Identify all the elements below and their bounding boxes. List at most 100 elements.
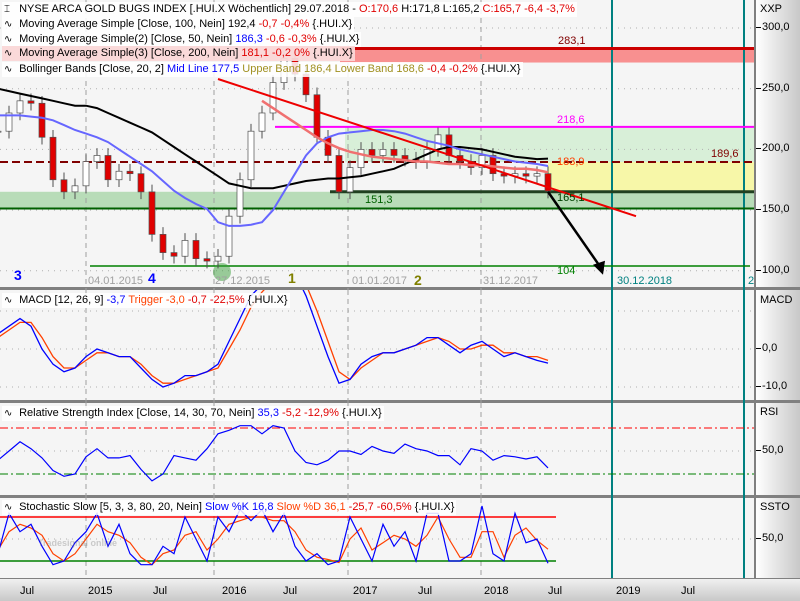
resistance-band [340,48,754,63]
arrow-head-icon [593,260,605,275]
candle [335,155,343,193]
legend-symbol: {.HUI.X} [312,18,353,30]
candle [82,161,90,187]
stochastic-tick: 50,0 [756,532,783,544]
stochastic-chart[interactable] [0,498,754,578]
date-label: 04.01.2015 [88,275,144,287]
legend-k: Slow %K 16,8 [204,501,274,513]
candle [0,130,2,133]
candle [258,112,266,132]
legend-title[interactable]: ⌶ NYSE ARCA GOLD BUGS INDEX [.HUI.X Wöch… [2,2,577,17]
legend-mid: Mid Line 177,5 [167,63,240,75]
candle [170,252,178,257]
rsi-chart[interactable] [0,403,754,498]
watermark-logo: Tradesignal online [8,538,117,548]
price-axis-name: XXP [760,3,783,15]
price-tick: 200,0 [756,142,790,154]
price-tick: 300,0 [756,21,790,33]
stochastic-panel[interactable]: Tradesignal online ∿ Stochastic Slow [5,… [0,498,754,578]
candle [16,100,24,114]
legend-name: Moving Average Simple(3) [Close, 200, Ne… [19,47,239,59]
close-value: C:165,7 -6,4 -3,7% [482,3,575,15]
indicator-icon: ∿ [4,408,13,419]
candle [115,170,123,181]
macd-axis[interactable]: MACD 0,0 -10,0 [754,290,800,403]
level-label-189: 189,6 [711,148,739,160]
legend-rsi[interactable]: ∿ Relative Strength Index [Close, 14, 30… [2,406,384,421]
legend-change: -25,7 -60,5% [348,501,412,513]
macd-panel[interactable]: ∿ MACD [12, 26, 9] -3,7 Trigger -3,0 -0,… [0,290,754,403]
rsi-panel[interactable]: ∿ Relative Strength Index [Close, 14, 30… [0,403,754,498]
time-label: 2018 [484,585,509,597]
candle [148,191,156,235]
candle [93,155,101,162]
level-label-104: 104 [557,265,576,277]
level-label-218: 218,6 [557,114,585,126]
time-axis[interactable]: Jul 2015 Jul 2016 Jul 2017 Jul 2018 Jul … [0,578,800,601]
wave-label-4: 4 [148,270,156,286]
candle [324,136,332,156]
rsi-axis[interactable]: RSI 50,0 [754,403,800,498]
price-tick: 250,0 [756,82,790,94]
legend-change: -0,7 -0,4% [258,18,310,30]
wave-label-1: 1 [288,270,296,286]
legend-ma100[interactable]: ∿ Moving Average Simple [Close, 100, Nei… [2,17,355,32]
legend-symbol: {.HUI.X} [247,294,288,306]
candle [357,149,365,168]
candle [38,102,46,138]
candle [203,258,211,262]
indicator-icon: ∿ [4,48,13,59]
resistance-zone [345,126,754,163]
legend-stochastic[interactable]: ∿ Stochastic Slow [5, 3, 3, 80, 20, Nein… [2,500,457,515]
rsi-line [0,425,549,482]
date-label: 2 [748,275,755,287]
time-label: Jul [548,585,563,597]
legend-trigger: Trigger -3,0 [128,294,185,306]
macd-line [0,290,549,388]
legend-value: 35,3 [257,407,279,419]
candle [192,240,200,260]
candle [390,149,398,156]
legend-change: -0,4 -0,2% [427,63,478,75]
price-axis[interactable]: XXP 300,0 250,0 200,0 150,0 100,0 [754,0,800,290]
time-label: Jul [283,585,298,597]
watermark-text: Tradesignal online [38,538,118,548]
legend-name: MACD [12, 26, 9] [19,294,104,306]
legend-bollinger[interactable]: ∿ Bollinger Bands [Close, 20, 2] Mid Lin… [2,62,523,77]
macd-tick: -10,0 [756,380,787,392]
candle [181,240,189,257]
legend-name: Bollinger Bands [Close, 20, 2] [19,63,164,75]
stochastic-axis[interactable]: SSTO 50,0 [754,498,800,578]
legend-name: Stochastic Slow [5, 3, 3, 80, 20, Nein] [19,501,202,513]
level-label-151: 151,3 [365,194,393,206]
legend-ma200[interactable]: ∿ Moving Average Simple(3) [Close, 200, … [2,46,355,61]
price-chart[interactable] [0,0,754,290]
legend-name: Moving Average Simple(2) [Close, 50, Nei… [19,33,233,45]
target-zone [548,162,754,192]
candle [544,173,552,192]
support-zone [0,191,754,209]
legend-value: 181,1 [241,47,269,59]
legend-change: -0,6 -0,3% [265,33,317,45]
legend-change: -0,7 -22,5% [187,294,245,306]
candle [489,155,497,175]
candle [225,215,233,257]
macd-chart[interactable] [0,290,754,403]
chart-title: NYSE ARCA GOLD BUGS INDEX [.HUI.X Wöchen… [19,3,356,15]
high-value: H:171,8 [401,3,440,15]
date-label: 27.12.2015 [215,275,271,287]
legend-lower: Lower Band 168,6 [334,63,424,75]
legend-ma50[interactable]: ∿ Moving Average Simple(2) [Close, 50, N… [2,32,362,47]
legend-name: Relative Strength Index [Close, 14, 30, … [19,407,255,419]
level-label-183: 183,9 [557,156,585,168]
legend-macd[interactable]: ∿ MACD [12, 26, 9] -3,7 Trigger -3,0 -0,… [2,293,290,308]
indicator-icon: ∿ [4,295,13,306]
candle [5,112,13,132]
price-panel[interactable]: 283,1 218,6 189,6 183,9 165,1 151,3 104 … [0,0,754,290]
candle-icon: ⌶ [4,4,10,15]
candle [522,173,530,177]
legend-value: 186,3 [235,33,263,45]
legend-upper: Upper Band 186,4 [242,63,332,75]
candle [236,179,244,217]
wave-label-2: 2 [414,272,422,288]
